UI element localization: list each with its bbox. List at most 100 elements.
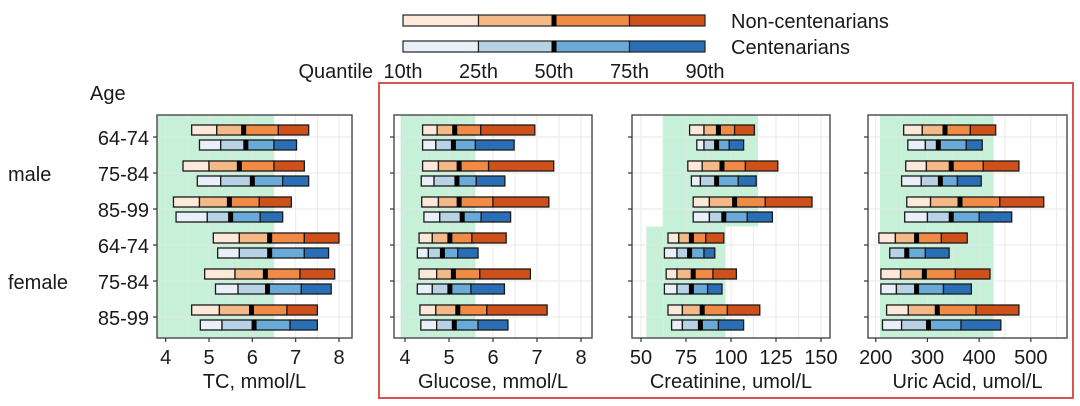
bar-segment-centenarians (433, 175, 458, 187)
bar-segment-centenarians (906, 247, 927, 259)
bar-segment-centenarians (461, 211, 482, 223)
median-marker (447, 233, 453, 243)
bar-segment-centenarians (199, 319, 223, 331)
row-label: 75-84 (98, 164, 149, 186)
row-label: 64-74 (98, 128, 149, 150)
bar-segment-centenarians (900, 319, 930, 331)
bar-segment-centenarians (198, 139, 222, 151)
bar-segment-centenarians (221, 319, 255, 331)
bar-segment-non-centenarians (435, 304, 459, 316)
bar-segment-non-centenarians (457, 304, 488, 316)
bar-segment-non-centenarians (204, 268, 236, 280)
bar-segment-centenarians (456, 175, 477, 187)
bar-segment-non-centenarians (191, 304, 221, 316)
x-tick-label: 6 (487, 347, 498, 369)
bar-segment-centenarians (881, 319, 903, 331)
bar-segment-non-centenarians (733, 196, 766, 208)
bar-segment-centenarians (937, 139, 967, 151)
bar-segment-non-centenarians (436, 268, 455, 280)
bar-segment-centenarians (480, 211, 512, 223)
panel-frame (867, 114, 1068, 339)
bar-segment-non-centenarians (880, 268, 902, 280)
bar-segment-centenarians (269, 247, 305, 259)
median-marker (265, 284, 270, 294)
bar-segment-non-centenarians (458, 160, 490, 172)
bar-segment-centenarians (300, 283, 332, 295)
legend-quantile-label: 10th (384, 61, 423, 83)
bar-segment-non-centenarians (733, 124, 756, 136)
x-tick-label: 200 (859, 347, 892, 369)
bar-segment-centenarians (900, 175, 922, 187)
bar-segment-non-centenarians (208, 160, 240, 172)
bar-segment-centenarians (273, 139, 298, 151)
bar-segment-centenarians (904, 211, 929, 223)
median-marker (942, 125, 948, 135)
median-marker (937, 176, 943, 186)
bar-segment-non-centenarians (238, 232, 271, 244)
bar-segment-non-centenarians (903, 124, 923, 136)
bar-segment-centenarians (196, 175, 222, 187)
x-tick-label: 4 (399, 347, 410, 369)
median-marker (248, 305, 254, 315)
legend-label-centenarians: Centenarians (731, 37, 850, 59)
legend: Quantile Non-centenarians Centenarians 1… (299, 11, 889, 83)
bar-segment-centenarians (477, 319, 509, 331)
bar-segment-non-centenarians (421, 160, 440, 172)
bar-segment-centenarians (692, 211, 711, 223)
legend-quantile-label: 25th (459, 61, 498, 83)
bar-segment-centenarians (416, 247, 429, 259)
bar-segment-non-centenarians (894, 232, 918, 244)
median-marker (450, 140, 456, 150)
bar-segment-non-centenarians (228, 196, 260, 208)
bar-segment-centenarians (920, 175, 942, 187)
bar-segment-non-centenarians (299, 268, 336, 280)
bar-segment-centenarians (470, 283, 506, 295)
bar-segment-centenarians (474, 139, 515, 151)
bar-segment-non-centenarians (667, 304, 684, 316)
median-marker (721, 212, 727, 222)
bar-segment-centenarians (926, 211, 952, 223)
median-marker (719, 161, 725, 171)
x-tick-label: 300 (911, 347, 944, 369)
bar-segment-centenarians (420, 319, 438, 331)
bar-segment-centenarians (663, 283, 678, 295)
bar-segment-non-centenarians (212, 232, 240, 244)
bar-segment-non-centenarians (258, 196, 292, 208)
bar-segment-centenarians (737, 175, 757, 187)
median-marker (921, 269, 927, 279)
x-tick-label: 7 (290, 347, 301, 369)
bar-segment-non-centenarians (665, 268, 678, 280)
bar-segment-non-centenarians (479, 268, 532, 280)
bar-segment-centenarians (435, 139, 455, 151)
median-marker (236, 161, 242, 171)
bar-segment-non-centenarians (421, 196, 440, 208)
bar-segment-non-centenarians (936, 304, 977, 316)
bar-segment-centenarians (303, 247, 330, 259)
bar-segment-centenarians (717, 319, 745, 331)
bar-segment-non-centenarians (191, 124, 218, 136)
median-marker (948, 212, 954, 222)
median-marker (914, 233, 920, 243)
x-tick-label: 150 (804, 347, 837, 369)
bar-segment-centenarians (259, 211, 284, 223)
bar-segment-centenarians (245, 139, 275, 151)
x-tick-label: 4 (160, 347, 171, 369)
median-marker (925, 320, 931, 330)
bar-segment-centenarians (266, 283, 302, 295)
bar-segment-centenarians (681, 319, 702, 331)
x-tick-label: 400 (962, 347, 995, 369)
bar-segment-non-centenarians (486, 304, 548, 316)
median-marker (455, 305, 461, 315)
bar-segment-centenarians (663, 247, 678, 259)
bar-segment-centenarians (723, 211, 748, 223)
bar-segment-non-centenarians (681, 304, 703, 316)
bar-segment-non-centenarians (969, 124, 997, 136)
x-tick-label: 8 (333, 347, 344, 369)
bar-segment-non-centenarians (487, 160, 555, 172)
bar-segment-non-centenarians (975, 304, 1020, 316)
median-marker (243, 140, 249, 150)
bar-segment-non-centenarians (764, 196, 813, 208)
legend-quantile-label: 50th (535, 61, 574, 83)
